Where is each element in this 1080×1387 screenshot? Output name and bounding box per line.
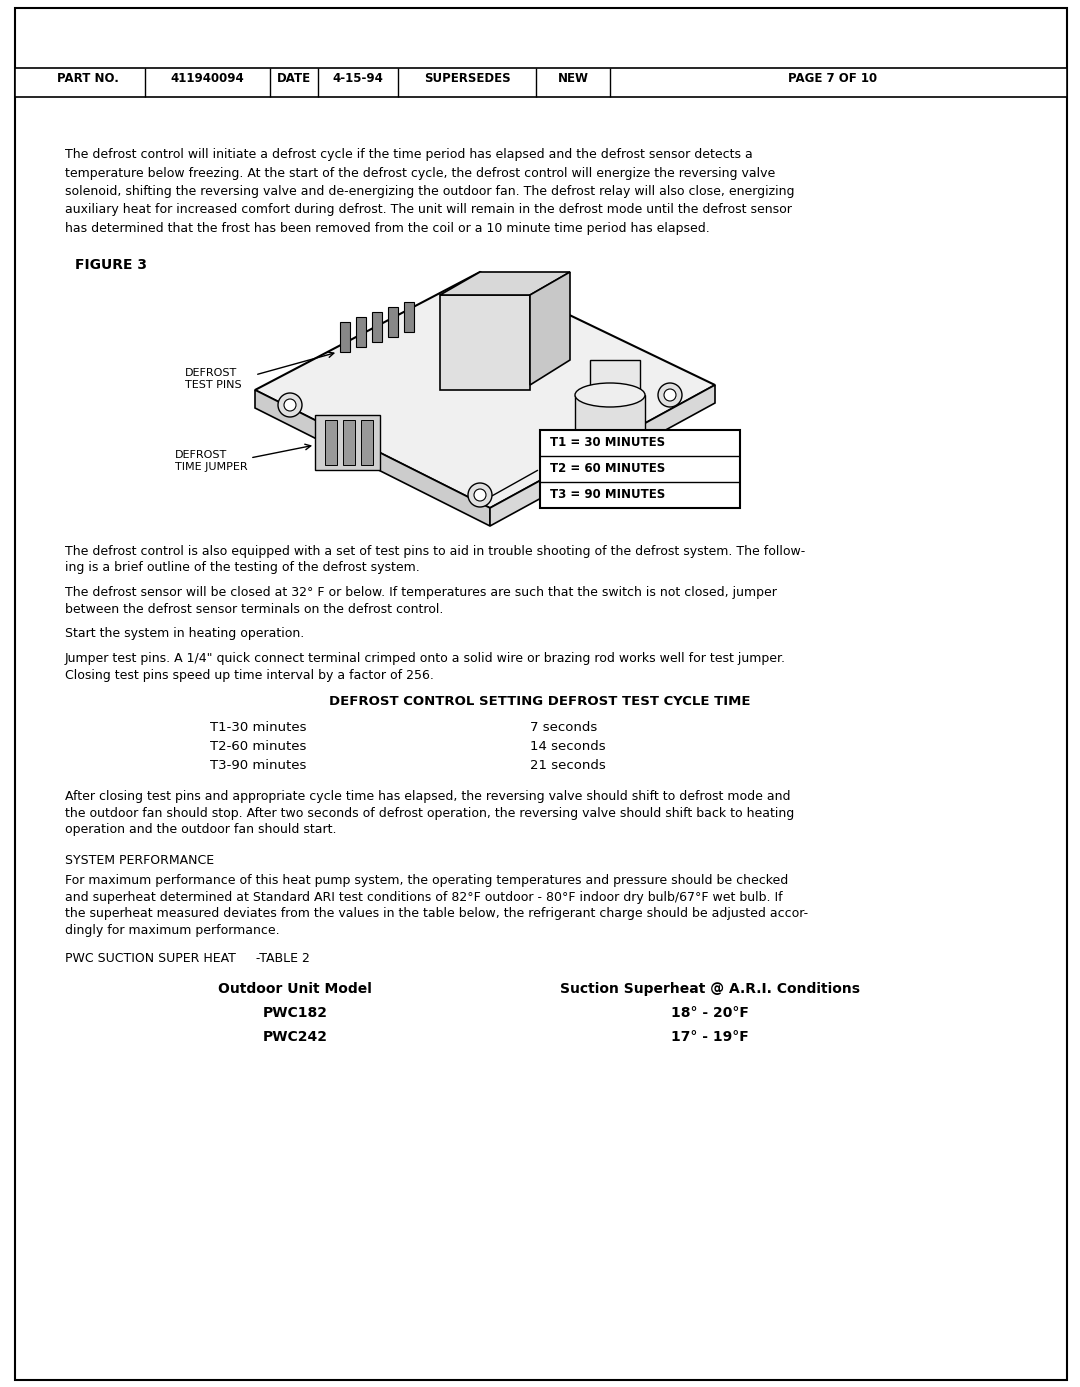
Polygon shape	[388, 307, 399, 337]
Bar	[575, 395, 645, 445]
Text: temperature below freezing. At the start of the defrost cycle, the defrost contr: temperature below freezing. At the start…	[65, 166, 775, 179]
Circle shape	[468, 483, 492, 508]
Text: PWC SUCTION SUPER HEAT     -TABLE 2: PWC SUCTION SUPER HEAT -TABLE 2	[65, 953, 310, 965]
Text: PART NO.: PART NO.	[56, 72, 119, 85]
Text: T1 = 30 MINUTES: T1 = 30 MINUTES	[550, 436, 665, 449]
Circle shape	[474, 490, 486, 501]
Bar	[540, 430, 740, 508]
Text: operation and the outdoor fan should start.: operation and the outdoor fan should sta…	[65, 824, 337, 836]
Text: T3 = 90 MINUTES: T3 = 90 MINUTES	[550, 488, 665, 501]
Text: DEFROST: DEFROST	[175, 449, 227, 460]
Polygon shape	[530, 272, 570, 386]
Text: PWC242: PWC242	[262, 1031, 327, 1044]
Text: 17° - 19°F: 17° - 19°F	[671, 1031, 748, 1044]
Text: PAGE 7 OF 10: PAGE 7 OF 10	[788, 72, 877, 85]
Text: and superheat determined at Standard ARI test conditions of 82°F outdoor - 80°F : and superheat determined at Standard ARI…	[65, 890, 783, 904]
Text: dingly for maximum performance.: dingly for maximum performance.	[65, 924, 280, 936]
Text: DATE: DATE	[276, 72, 311, 85]
Text: TEST PINS: TEST PINS	[185, 380, 242, 390]
Text: Start the system in heating operation.: Start the system in heating operation.	[65, 627, 305, 641]
Text: T3-90 minutes: T3-90 minutes	[210, 759, 307, 773]
Text: FIGURE 3: FIGURE 3	[75, 258, 147, 272]
Text: ing is a brief outline of the testing of the defrost system.: ing is a brief outline of the testing of…	[65, 562, 420, 574]
Text: 4-15-94: 4-15-94	[333, 72, 383, 85]
Text: the outdoor fan should stop. After two seconds of defrost operation, the reversi: the outdoor fan should stop. After two s…	[65, 807, 794, 820]
Text: DEFROST: DEFROST	[185, 368, 238, 379]
Text: the superheat measured deviates from the values in the table below, the refriger: the superheat measured deviates from the…	[65, 907, 808, 920]
Polygon shape	[440, 272, 570, 295]
Polygon shape	[372, 312, 382, 343]
Text: T2 = 60 MINUTES: T2 = 60 MINUTES	[550, 462, 665, 474]
Polygon shape	[490, 386, 715, 526]
Text: solenoid, shifting the reversing valve and de-energizing the outdoor fan. The de: solenoid, shifting the reversing valve a…	[65, 184, 795, 198]
Text: After closing test pins and appropriate cycle time has elapsed, the reversing va: After closing test pins and appropriate …	[65, 791, 791, 803]
Polygon shape	[340, 322, 350, 352]
Ellipse shape	[575, 433, 645, 456]
Polygon shape	[440, 295, 530, 390]
Text: 21 seconds: 21 seconds	[530, 759, 606, 773]
Text: Closing test pins speed up time interval by a factor of 256.: Closing test pins speed up time interval…	[65, 669, 434, 682]
Text: SYSTEM PERFORMANCE: SYSTEM PERFORMANCE	[65, 854, 214, 867]
Circle shape	[278, 393, 302, 417]
Text: Jumper test pins. A 1/4" quick connect terminal crimped onto a solid wire or bra: Jumper test pins. A 1/4" quick connect t…	[65, 652, 786, 666]
Text: TIME JUMPER: TIME JUMPER	[175, 462, 247, 472]
Polygon shape	[315, 415, 380, 470]
Text: NEW: NEW	[557, 72, 589, 85]
Text: 14 seconds: 14 seconds	[530, 741, 606, 753]
Text: between the defrost sensor terminals on the defrost control.: between the defrost sensor terminals on …	[65, 603, 444, 616]
Text: Outdoor Unit Model: Outdoor Unit Model	[218, 982, 372, 996]
Circle shape	[658, 383, 681, 406]
Text: DEFROST CONTROL SETTING DEFROST TEST CYCLE TIME: DEFROST CONTROL SETTING DEFROST TEST CYC…	[329, 695, 751, 709]
Text: The defrost control will initiate a defrost cycle if the time period has elapsed: The defrost control will initiate a defr…	[65, 148, 753, 161]
Text: 18° - 20°F: 18° - 20°F	[671, 1006, 748, 1021]
Polygon shape	[343, 420, 355, 465]
Text: SUPERSEDES: SUPERSEDES	[423, 72, 511, 85]
Text: T1-30 minutes: T1-30 minutes	[210, 721, 307, 734]
Circle shape	[664, 388, 676, 401]
Circle shape	[284, 399, 296, 411]
Text: 7 seconds: 7 seconds	[530, 721, 597, 734]
Text: The defrost sensor will be closed at 32° F or below. If temperatures are such th: The defrost sensor will be closed at 32°…	[65, 587, 777, 599]
Bar	[15, 68, 1067, 97]
Polygon shape	[255, 390, 490, 526]
Polygon shape	[325, 420, 337, 465]
Polygon shape	[590, 361, 640, 399]
Text: has determined that the frost has been removed from the coil or a 10 minute time: has determined that the frost has been r…	[65, 222, 710, 234]
Text: 411940094: 411940094	[171, 72, 244, 85]
Text: T2-60 minutes: T2-60 minutes	[210, 741, 307, 753]
Polygon shape	[361, 420, 373, 465]
Polygon shape	[404, 302, 414, 331]
Polygon shape	[255, 272, 715, 508]
Text: PWC182: PWC182	[262, 1006, 327, 1021]
Text: auxiliary heat for increased comfort during defrost. The unit will remain in the: auxiliary heat for increased comfort dur…	[65, 204, 792, 216]
Text: For maximum performance of this heat pump system, the operating temperatures and: For maximum performance of this heat pum…	[65, 874, 788, 888]
Polygon shape	[356, 318, 366, 347]
Text: The defrost control is also equipped with a set of test pins to aid in trouble s: The defrost control is also equipped wit…	[65, 545, 806, 558]
Text: Suction Superheat @ A.R.I. Conditions: Suction Superheat @ A.R.I. Conditions	[561, 982, 860, 996]
Ellipse shape	[575, 383, 645, 406]
